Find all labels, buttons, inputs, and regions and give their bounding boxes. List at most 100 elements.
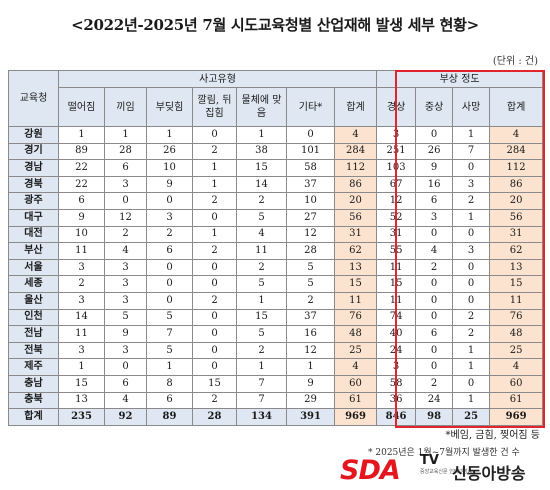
value-cell: 11 (376, 291, 417, 310)
value-cell: 12 (376, 192, 417, 210)
value-cell: 1 (192, 175, 237, 194)
region-cell: 경기 (8, 142, 59, 161)
value-cell: 1 (452, 391, 491, 410)
value-cell: 28 (104, 142, 147, 161)
value-cell: 13 (489, 258, 544, 277)
page-title: <2022년-2025년 7월 시도교육청별 산업재해 발생 세부 현황> (71, 16, 479, 34)
value-cell: 0 (192, 341, 237, 360)
value-cell: 26 (146, 142, 193, 161)
value-cell: 61 (333, 391, 378, 410)
value-cell: 89 (58, 142, 105, 161)
value-cell: 1 (286, 358, 335, 376)
value-cell: 52 (376, 208, 417, 227)
table-row: 울산 3 3 0 2 1 2 11 11 0 0 11 (8, 291, 544, 310)
table-body: 강원 1 1 1 0 1 0 4 3 0 1 4 경기 89 28 26 2 38 101 284 251 26 7 284 경… (8, 126, 544, 426)
value-cell: 2 (286, 291, 335, 310)
value-cell: 25 (333, 341, 378, 360)
value-cell: 0 (452, 159, 491, 177)
table-row: 충북 13 4 6 2 7 29 61 36 24 1 61 (8, 391, 544, 410)
header-col: 경상 (376, 87, 417, 127)
value-cell: 251 (376, 142, 417, 161)
value-cell: 5 (236, 325, 287, 343)
value-cell: 3 (58, 258, 105, 277)
value-cell: 6 (104, 159, 147, 177)
table-row: 제주 1 0 1 0 1 1 4 3 0 1 4 (8, 358, 544, 376)
logo-name: 신동아방송 (452, 464, 526, 483)
value-cell: 4 (489, 126, 544, 144)
value-cell: 31 (376, 225, 417, 244)
value-cell: 0 (192, 258, 237, 277)
value-cell: 14 (58, 308, 105, 327)
value-cell: 9 (146, 175, 193, 194)
value-cell: 1 (452, 126, 491, 144)
value-cell: 4 (333, 358, 378, 376)
header-col: 깔림, 뒤집힘 (192, 87, 237, 127)
value-cell: 3 (452, 242, 491, 260)
value-cell: 3 (58, 341, 105, 360)
table-row: 경기 89 28 26 2 38 101 284 251 26 7 284 (8, 142, 544, 161)
value-cell: 62 (333, 242, 378, 260)
region-cell: 경남 (8, 159, 59, 177)
value-cell: 1 (146, 126, 193, 144)
value-cell: 15 (333, 275, 378, 293)
table-header: 교육청 사고유형 부상 정도 떨어짐 끼임 부딪힘 깔림, 뒤집힘 물체에 맞음… (8, 70, 544, 127)
value-cell: 31 (333, 225, 378, 244)
value-cell: 60 (489, 374, 544, 393)
table-row: 서울 3 3 0 0 2 5 13 11 2 0 13 (8, 258, 544, 277)
value-cell: 1 (452, 208, 491, 227)
value-cell: 10 (146, 159, 193, 177)
value-cell: 7 (236, 374, 287, 393)
value-cell: 6 (58, 192, 105, 210)
value-cell: 4 (489, 358, 544, 376)
region-cell: 전남 (8, 325, 59, 343)
value-cell: 15 (236, 308, 287, 327)
value-cell: 76 (489, 308, 544, 327)
region-cell: 합계 (8, 408, 59, 426)
region-cell: 경북 (8, 175, 59, 194)
header-col: 끼임 (104, 87, 147, 127)
value-cell: 6 (146, 391, 193, 410)
value-cell: 3 (376, 126, 417, 144)
value-cell: 1 (236, 358, 287, 376)
value-cell: 61 (489, 391, 544, 410)
value-cell: 1 (452, 341, 491, 360)
value-cell: 0 (415, 225, 454, 244)
value-cell: 67 (376, 175, 417, 194)
value-cell: 28 (192, 408, 237, 426)
value-cell: 2 (236, 258, 287, 277)
header-group-injury: 부상 정도 (376, 70, 544, 88)
value-cell: 1 (104, 126, 147, 144)
value-cell: 58 (286, 159, 335, 177)
value-cell: 56 (333, 208, 378, 227)
value-cell: 58 (376, 374, 417, 393)
value-cell: 60 (333, 374, 378, 393)
value-cell: 5 (286, 258, 335, 277)
value-cell: 7 (452, 142, 491, 161)
value-cell: 15 (489, 275, 544, 293)
table-row: 충남 15 6 8 15 7 9 60 58 2 0 60 (8, 374, 544, 393)
value-cell: 2 (415, 374, 454, 393)
value-cell: 0 (452, 291, 491, 310)
value-cell: 6 (146, 242, 193, 260)
value-cell: 16 (286, 325, 335, 343)
value-cell: 3 (104, 175, 147, 194)
table-row: 세종 2 3 0 0 5 5 15 15 0 0 15 (8, 275, 544, 293)
value-cell: 74 (376, 308, 417, 327)
value-cell: 1 (452, 358, 491, 376)
value-cell: 0 (104, 358, 147, 376)
table-row: 전남 11 9 7 0 5 16 48 40 6 2 48 (8, 325, 544, 343)
value-cell: 284 (489, 142, 544, 161)
value-cell: 0 (192, 325, 237, 343)
value-cell: 2 (192, 142, 237, 161)
value-cell: 101 (286, 142, 335, 161)
value-cell: 0 (192, 275, 237, 293)
value-cell: 0 (452, 258, 491, 277)
value-cell: 62 (489, 242, 544, 260)
value-cell: 3 (104, 291, 147, 310)
value-cell: 38 (236, 142, 287, 161)
value-cell: 0 (104, 192, 147, 210)
value-cell: 37 (286, 175, 335, 194)
value-cell: 846 (376, 408, 417, 426)
value-cell: 5 (104, 308, 147, 327)
header-col: 기타* (286, 87, 335, 127)
